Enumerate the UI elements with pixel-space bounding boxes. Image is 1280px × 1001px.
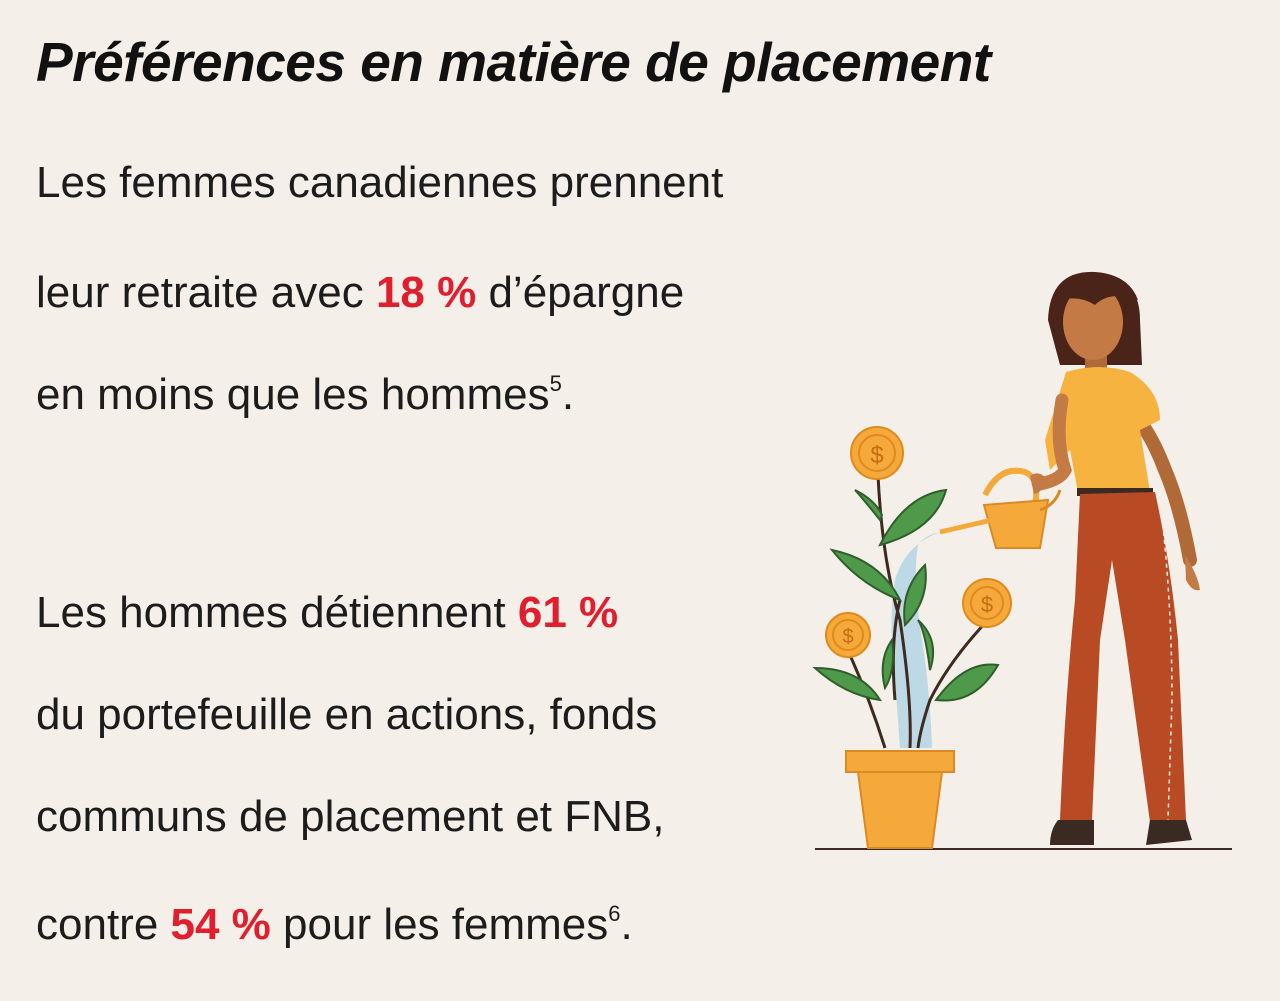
svg-text:$: $	[981, 592, 993, 617]
svg-text:$: $	[870, 442, 883, 469]
plant-stems	[848, 474, 990, 749]
stat1-text-before: leur retraite avec	[36, 268, 376, 317]
stat2-line1: Les hommes détiennent 61 %	[36, 588, 618, 638]
water-stream	[891, 532, 940, 748]
stat1-text-after: d’épargne	[476, 268, 685, 317]
stat2-line4-end: .	[620, 900, 633, 949]
stat1-line3: en moins que les hommes5.	[36, 370, 574, 420]
stat1-line1: Les femmes canadiennes prennent	[36, 158, 724, 207]
stat1-line3-end: .	[561, 370, 575, 419]
stat1-line2: leur retraite avec 18 % d’épargne	[36, 268, 684, 318]
footnote-ref-5: 5	[549, 371, 562, 396]
plant-leaves	[812, 488, 1000, 702]
stat2-line4-before: contre	[36, 900, 171, 949]
plant-pot-icon	[845, 750, 955, 849]
dollar-coin-icon: $	[962, 578, 1012, 628]
svg-text:$: $	[842, 626, 853, 648]
stat1-line3-text: en moins que les hommes	[36, 370, 550, 419]
dollar-coin-icon: $	[850, 426, 904, 480]
stat2-text-before: Les hommes détiennent	[36, 588, 518, 637]
watering-can-icon	[939, 467, 1062, 549]
dollar-coin-icon: $	[825, 612, 871, 658]
page-title: Préférences en matière de placement	[36, 31, 991, 93]
stat2-line4: contre 54 % pour les femmes6.	[36, 900, 633, 950]
stat2-highlight-value: 61 %	[517, 588, 619, 637]
woman-watering-plant-illustration: $ $ $	[812, 271, 1232, 850]
woman-figure	[1030, 271, 1200, 845]
stat1-highlight-value: 18 %	[375, 268, 477, 317]
footnote-ref-6: 6	[608, 901, 621, 926]
stat2-line2: du portefeuille en actions, fonds	[36, 690, 658, 739]
stat2-line3: communs de placement et FNB,	[36, 792, 665, 841]
stat2-line4-after: pour les femmes	[270, 900, 609, 949]
stat2-line4-highlight-value: 54 %	[170, 900, 271, 949]
